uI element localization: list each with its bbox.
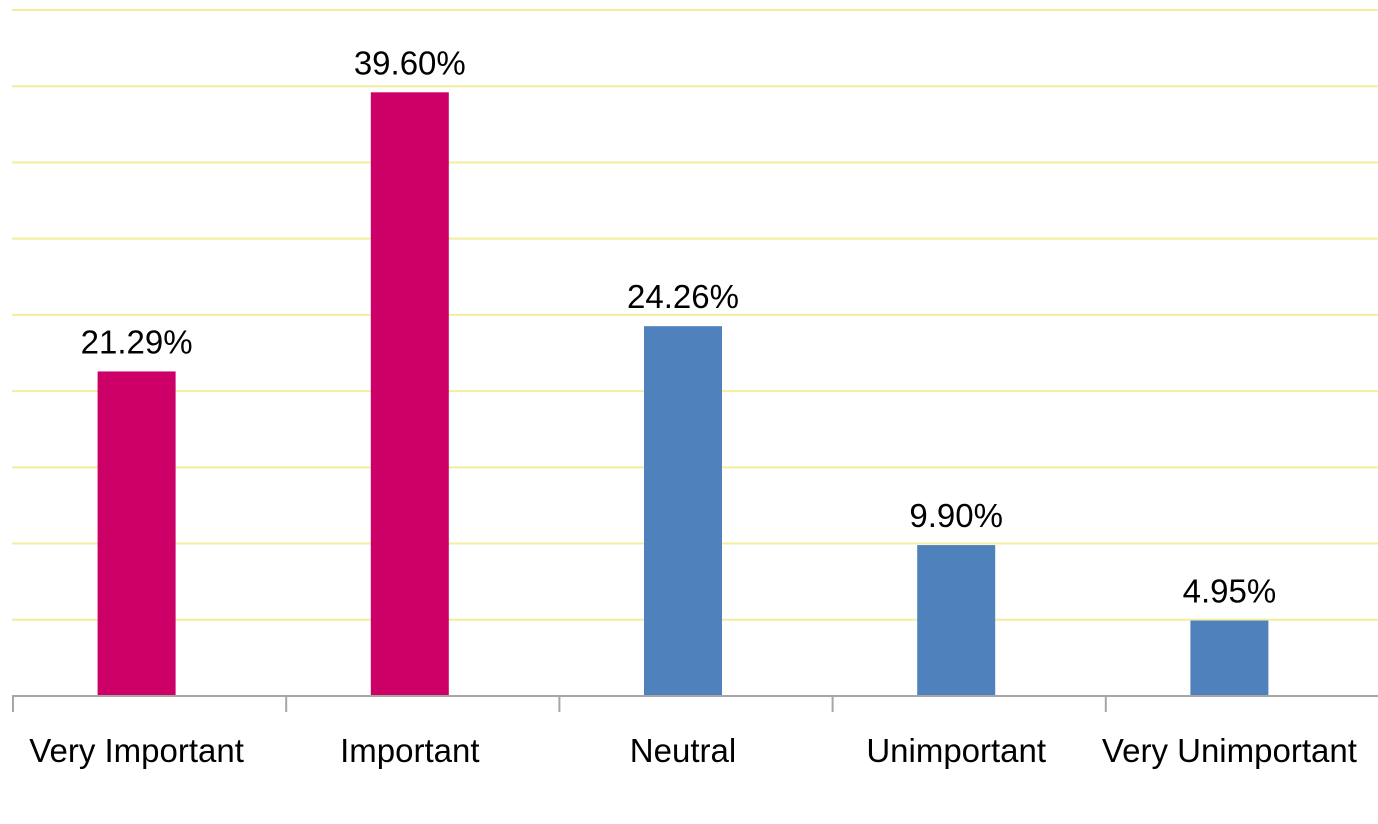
bar-very-unimportant [1190,621,1268,696]
data-label: 21.29% [81,323,193,360]
bar-very-important [98,371,176,696]
data-label: 9.90% [909,497,1003,534]
data-label: 4.95% [1183,573,1277,610]
bar-important [371,92,449,696]
category-label: Very Unimportant [1102,732,1357,769]
category-label: Neutral [630,732,736,769]
category-label: Unimportant [866,732,1046,769]
data-label: 24.26% [627,278,739,315]
x-axis [12,696,1378,712]
bars [98,92,1269,696]
category-labels: Very Important Important Neutral Unimportan… [29,732,1357,769]
bar-neutral [644,326,722,696]
category-label: Important [340,732,479,769]
bar-unimportant [917,545,995,696]
category-label: Very Important [29,732,244,769]
data-label: 39.60% [354,44,466,81]
